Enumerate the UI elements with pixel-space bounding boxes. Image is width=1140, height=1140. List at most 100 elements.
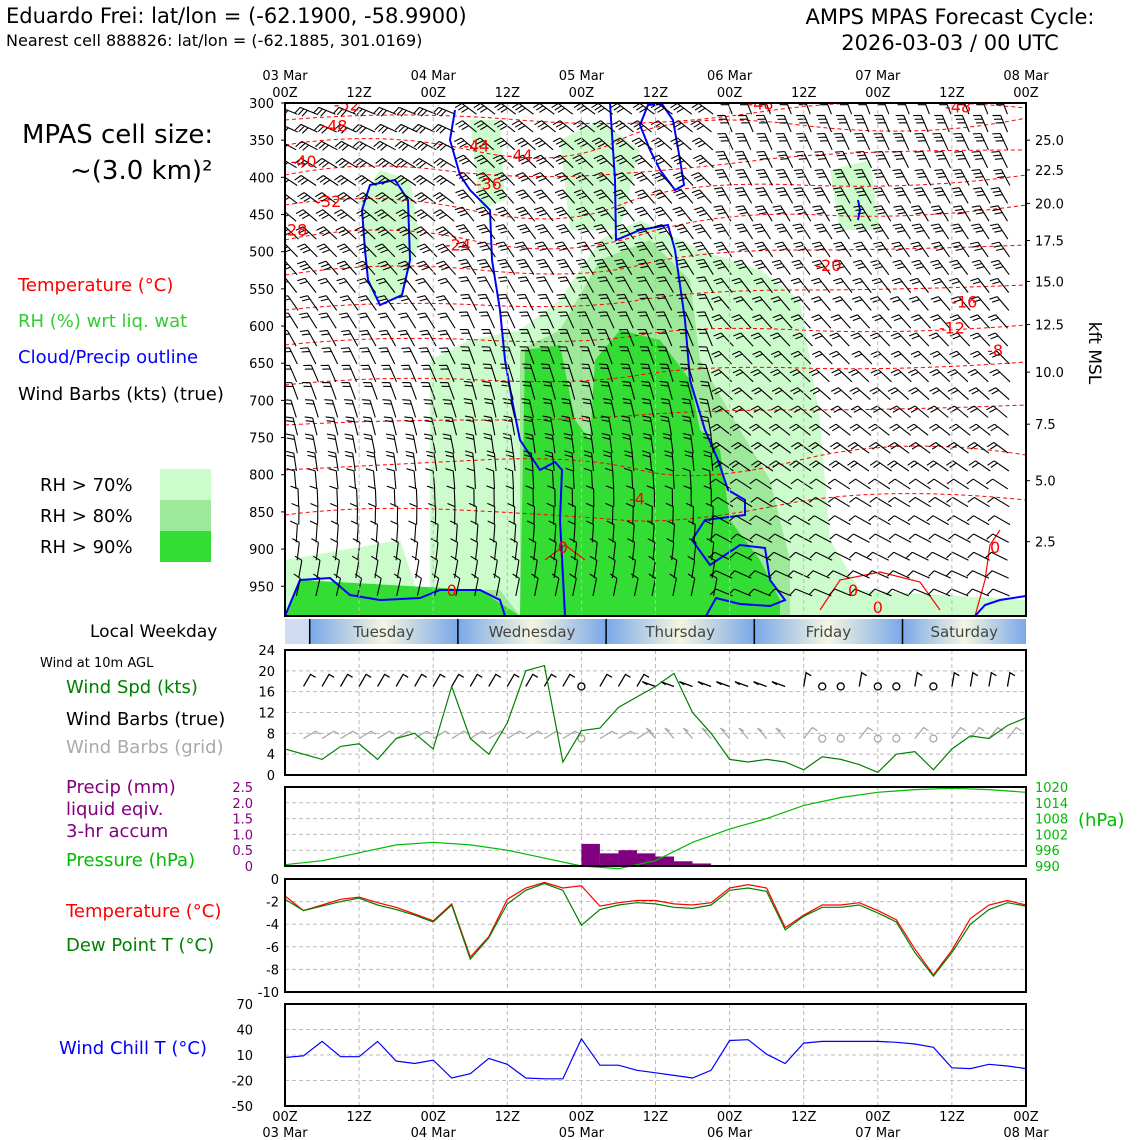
wind-barb — [374, 209, 396, 222]
wind-barb — [363, 416, 376, 436]
wind-barb — [610, 573, 618, 597]
legend-rh80-label: RH > 80% — [40, 506, 133, 527]
wind-barb — [304, 416, 318, 436]
wind-barb — [593, 154, 615, 169]
precip-frame — [284, 786, 1027, 867]
pressure-line — [284, 787, 1027, 870]
wind-barb — [532, 103, 555, 115]
wind-barb — [626, 520, 635, 543]
wind-barb — [812, 205, 831, 222]
wind-barb — [954, 150, 971, 168]
wind-barb — [870, 223, 890, 240]
wind-barb — [931, 205, 949, 222]
wind-barb — [324, 399, 339, 418]
wind-barb — [519, 346, 535, 365]
top-day-label: 05 Mar — [559, 69, 605, 84]
bottom-hour-label: 12Z — [495, 1110, 521, 1125]
wind-barb — [336, 260, 357, 276]
wind-speed-line — [284, 664, 1027, 774]
nearest-cell-subtitle: Nearest cell 888826: lat/lon = (-62.1885… — [6, 31, 423, 50]
wind-barb — [641, 380, 655, 400]
wind-ytick-label: 0 — [267, 769, 275, 784]
temp-contour-label: -48 — [747, 95, 773, 114]
wind-barb — [556, 224, 576, 240]
wind-barb — [476, 189, 497, 204]
wind-barb — [769, 442, 792, 454]
wind-barb — [750, 442, 773, 454]
wind-barb — [772, 205, 791, 222]
wind-barb — [514, 137, 536, 151]
wind-barb — [394, 175, 417, 186]
wind-barb — [674, 224, 694, 240]
wind-barb — [795, 150, 812, 168]
temp-ytick-label: -10 — [258, 986, 279, 1001]
wind-barb — [731, 387, 753, 401]
wind-barb — [450, 538, 459, 561]
zero-contour-0 — [544, 544, 586, 561]
wind-barb — [849, 551, 873, 561]
wind-barb — [774, 223, 793, 240]
wind-barb — [583, 467, 594, 489]
wind-barb — [868, 423, 890, 436]
wind-barb — [811, 296, 831, 311]
wind-barb — [752, 350, 773, 365]
wind-barb — [552, 154, 574, 169]
weekday-label: Thursday — [644, 623, 715, 641]
wind-barb — [706, 538, 715, 561]
wind-barb — [589, 573, 598, 597]
wind-barb — [312, 573, 321, 597]
weekday-cell — [754, 619, 903, 644]
wind-barb — [950, 296, 971, 311]
pressure-tick-label: 550 — [249, 283, 274, 298]
wind-barb — [770, 350, 792, 365]
wind-barb — [497, 258, 516, 275]
wind-barb — [561, 380, 576, 400]
wind-barb — [525, 485, 534, 507]
wind-barb — [828, 423, 851, 436]
temp-contour-label: -52 — [334, 95, 360, 114]
wind-barb — [402, 382, 417, 400]
wind-barb — [949, 259, 969, 276]
weekday-strip: Tuesday Wednesday Thursday Friday Saturday — [285, 619, 1026, 644]
wind-barb-grid — [544, 730, 562, 740]
wind-barb — [515, 206, 536, 222]
wind-barb — [648, 555, 656, 579]
wind-barb — [508, 520, 517, 543]
wind-barb — [828, 551, 852, 561]
wind-barb — [971, 150, 989, 168]
wind-barb — [386, 468, 397, 489]
wind-barb — [729, 515, 752, 526]
wind-barb-true — [340, 673, 353, 687]
wind-barb — [691, 103, 714, 115]
wind-barb — [909, 296, 929, 311]
wind-barb — [835, 114, 852, 133]
pressure-ytick-label: 1008 — [1035, 813, 1068, 828]
wind-barb — [908, 442, 931, 454]
wind-barb — [614, 258, 633, 275]
wind-barb — [554, 189, 576, 204]
wind-barb — [397, 329, 416, 347]
wind-barb — [336, 277, 356, 293]
wind-barb — [446, 485, 456, 507]
wind-barb — [869, 496, 892, 508]
wind-barb — [830, 387, 853, 401]
wind-barb-true — [951, 671, 960, 687]
wind-barb — [713, 277, 733, 293]
wind-barb — [913, 187, 932, 204]
pressure-tick-label: 750 — [249, 432, 274, 447]
wind-barb — [637, 311, 654, 329]
wind-barb — [631, 154, 653, 169]
wind-barb — [687, 520, 696, 543]
wind-barb — [394, 123, 418, 134]
bottom-hour-label: 00Z — [865, 1110, 891, 1125]
wind-barb — [729, 478, 752, 490]
wind-barb — [887, 460, 910, 472]
wind-barb-true — [451, 673, 465, 687]
wind-barb — [840, 103, 853, 115]
wind-barb — [888, 533, 912, 543]
wind-barb — [985, 478, 1009, 490]
wind-barb — [908, 533, 932, 543]
wind-barb — [917, 103, 930, 115]
wind-barb-grid — [775, 727, 786, 739]
rh-region-4 — [830, 160, 880, 230]
